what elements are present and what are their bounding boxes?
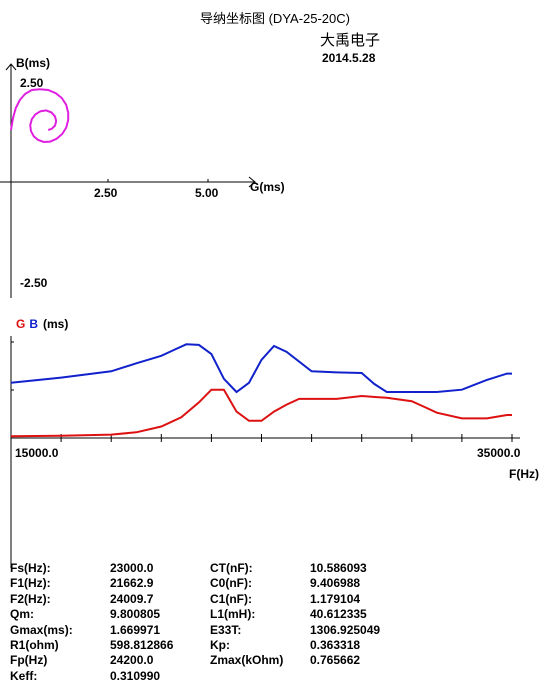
b-tick-label: 2.50 [20,76,44,90]
freq-ylabel: G B (ms) [16,317,68,331]
param-label: F2(Hz): [10,591,51,606]
admittance-plot: B(ms) 2.50 -2.50 2.50 5.00 G(ms) [0,56,285,298]
param-label: E33T: [210,622,242,637]
param-label: C1(nF): [210,591,252,606]
b-axis-label: B(ms) [16,56,50,70]
admittance-circle [10,88,70,144]
param-value: 9.800805 [110,607,161,622]
param-value: 21662.9 [110,576,154,591]
freq-end-label: 35000.0 [477,446,521,460]
b-axis-arrow [5,63,17,71]
param-label: F1(Hz): [10,576,51,591]
param-label: Zmax(kOhm) [210,653,284,668]
frequency-plot: G B (ms) 15000.0 35000.0 F(Hz) [10,317,539,568]
param-value: 0.765662 [310,653,361,668]
param-label: C0(nF): [210,576,252,591]
param-value: 9.406988 [310,576,361,591]
param-label: Fp(Hz) [10,653,48,668]
param-label: Fs(Hz): [10,561,51,575]
g-axis-arrow [248,176,256,188]
chart-title: 导纳坐标图 (DYA-25-20C) [199,11,350,26]
param-value: 23000.0 [110,561,154,575]
param-value: 10.586093 [310,561,367,575]
param-label: R1(ohm) [10,638,59,652]
freq-axis-label: F(Hz) [509,467,539,481]
param-label: CT(nF): [210,561,253,575]
param-value: 1306.925049 [310,622,381,637]
g-series-line [10,388,512,438]
param-label: L1(mH): [210,607,256,622]
param-label: Gmax(ms): [10,622,73,637]
g-tick-label: 2.50 [94,186,118,200]
g-axis-label: G(ms) [250,180,285,194]
param-value: 0.310990 [110,668,161,683]
g-tick-label: 5.00 [195,186,219,200]
freq-start-label: 15000.0 [15,446,59,460]
param-value: 1.669971 [110,622,161,637]
param-value: 40.612335 [310,607,367,622]
param-value: 24200.0 [110,653,154,668]
b-tick-label: -2.50 [20,276,48,290]
freq-ticks [10,434,513,442]
b-legend: B [29,317,38,331]
report-date: 2014.5.28 [322,51,376,65]
company-name: 大禹电子 [320,32,381,49]
param-label: Qm: [10,607,34,622]
param-value: 598.812866 [110,638,174,652]
param-label: Keff: [10,668,38,683]
unit-label: (ms) [43,317,68,331]
param-label: Kp: [210,638,230,652]
param-value: 24009.7 [110,591,154,606]
b-series-line [10,343,512,394]
param-value: 0.363318 [310,638,361,652]
g-legend: G [16,317,25,331]
param-value: 1.179104 [310,591,361,606]
